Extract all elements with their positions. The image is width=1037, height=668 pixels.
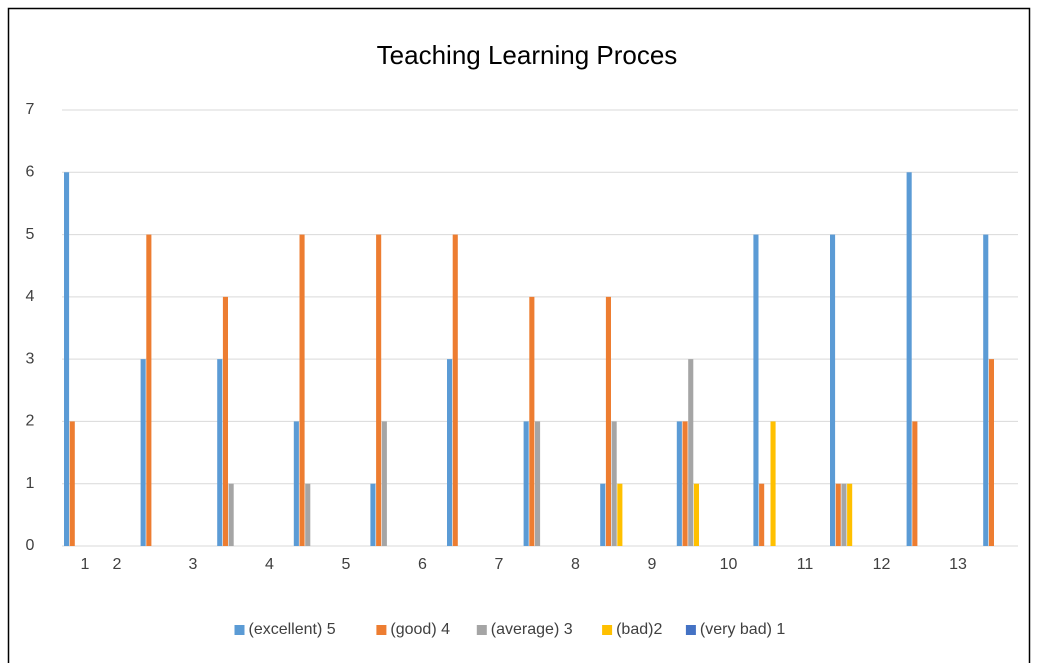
x-tick-label: 1 xyxy=(81,556,90,573)
bar xyxy=(228,483,234,546)
bar xyxy=(753,234,759,547)
x-tick-label: 7 xyxy=(495,556,504,573)
bar xyxy=(912,421,918,546)
x-tick-label: 2 xyxy=(113,556,122,573)
bar xyxy=(140,359,146,546)
y-tick-label: 5 xyxy=(26,226,35,243)
bar xyxy=(381,421,387,546)
legend-swatch xyxy=(234,625,245,635)
bar xyxy=(770,421,776,546)
legend-label: (average) 3 xyxy=(491,621,573,638)
y-tick-label: 4 xyxy=(26,288,35,305)
bar xyxy=(988,359,994,546)
legend-label: (very bad) 1 xyxy=(700,621,785,638)
bar xyxy=(759,483,765,546)
bar xyxy=(523,421,529,546)
y-tick-label: 1 xyxy=(26,475,35,492)
bar xyxy=(841,483,847,546)
bar xyxy=(676,421,682,546)
bar xyxy=(682,421,688,546)
bar xyxy=(64,172,70,547)
bar xyxy=(293,421,299,546)
bar xyxy=(600,483,606,546)
bar xyxy=(222,296,228,546)
x-tick-label: 3 xyxy=(189,556,198,573)
y-tick-label: 6 xyxy=(26,164,35,181)
bar xyxy=(447,359,453,546)
y-tick-label: 3 xyxy=(26,350,35,367)
bar xyxy=(693,483,699,546)
bar xyxy=(847,483,853,546)
legend-swatch xyxy=(476,625,487,635)
bar xyxy=(830,234,836,547)
legend-swatch xyxy=(376,625,387,635)
bar xyxy=(611,421,617,546)
bar xyxy=(69,421,75,546)
bar xyxy=(217,359,223,546)
legend-label: (good) 4 xyxy=(390,621,450,638)
x-tick-label: 11 xyxy=(797,556,814,573)
bar xyxy=(835,483,841,546)
bar xyxy=(299,234,305,547)
chart-frame xyxy=(7,7,1031,668)
bar xyxy=(305,483,311,546)
x-tick-label: 6 xyxy=(418,556,427,573)
x-tick-label: 5 xyxy=(342,556,351,573)
bar xyxy=(529,296,535,546)
legend-swatch xyxy=(602,625,613,635)
y-tick-label: 2 xyxy=(26,413,35,430)
bar xyxy=(370,483,376,546)
x-tick-label: 12 xyxy=(873,556,891,573)
x-tick-label: 8 xyxy=(571,556,580,573)
bar xyxy=(605,296,611,546)
x-tick-label: 10 xyxy=(720,556,738,573)
bar xyxy=(983,234,989,547)
legend-swatch xyxy=(685,625,696,635)
bar xyxy=(688,359,694,546)
chart-title: Teaching Learning Proces xyxy=(377,40,678,70)
y-tick-label: 0 xyxy=(26,537,35,554)
y-tick-label: 7 xyxy=(26,101,35,118)
x-tick-label: 4 xyxy=(265,556,274,573)
bar xyxy=(535,421,541,546)
legend-label: (excellent) 5 xyxy=(249,621,336,638)
bar xyxy=(376,234,382,547)
bar xyxy=(452,234,458,547)
x-tick-label: 9 xyxy=(648,556,657,573)
legend-label: (bad)2 xyxy=(616,621,662,638)
bar xyxy=(906,172,912,547)
bar xyxy=(617,483,623,546)
bar xyxy=(146,234,152,547)
x-tick-label: 13 xyxy=(949,556,967,573)
